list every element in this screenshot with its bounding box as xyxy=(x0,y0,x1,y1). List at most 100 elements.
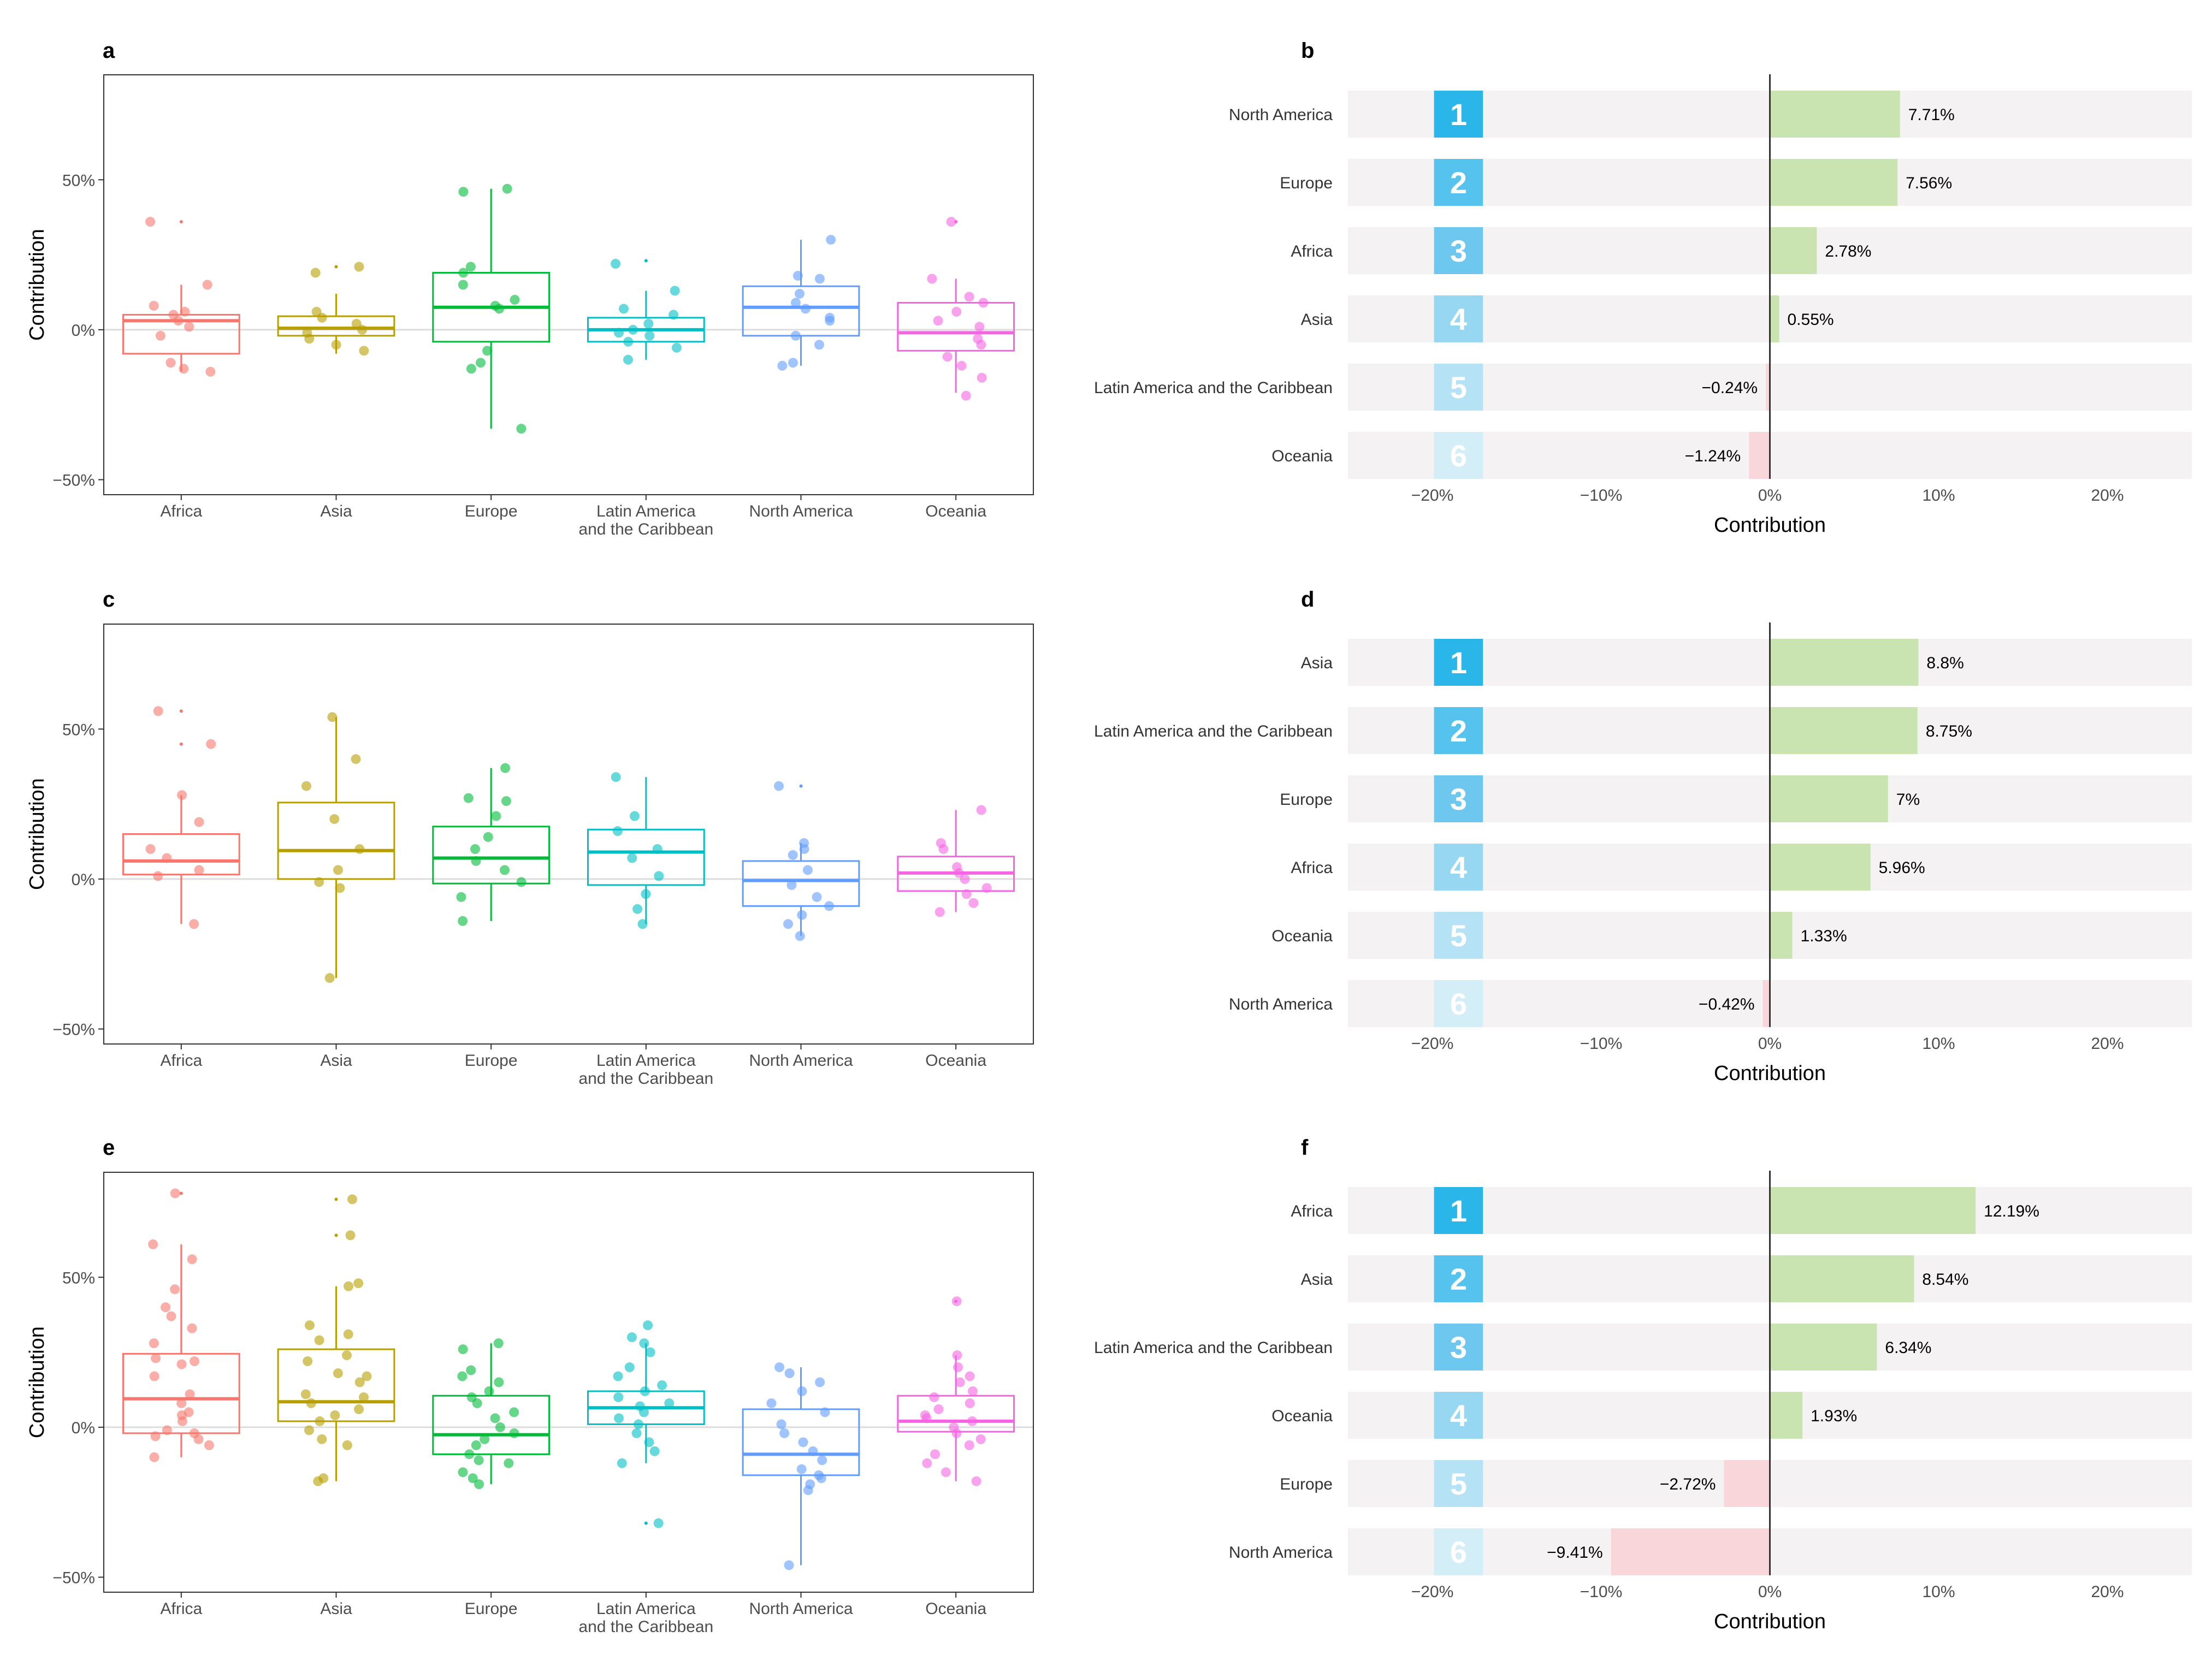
data-point xyxy=(941,1467,951,1478)
panel-border xyxy=(103,1172,1034,1593)
data-point xyxy=(474,1479,484,1490)
data-point xyxy=(798,1437,808,1447)
rank-badge xyxy=(1434,707,1483,754)
data-point xyxy=(190,1356,200,1367)
category-label: Africa xyxy=(1291,1202,1333,1220)
data-point xyxy=(817,1455,827,1466)
bar-value-label: 8.54% xyxy=(1922,1271,1968,1289)
rank-badge xyxy=(1434,1255,1483,1302)
data-point xyxy=(955,1377,965,1387)
panel-label: b xyxy=(1301,39,1314,63)
bar-value-label: −0.24% xyxy=(1701,379,1758,397)
bar-row: 6 −0.42% North America xyxy=(1229,980,2192,1027)
data-point xyxy=(301,781,311,791)
data-point xyxy=(468,1473,478,1484)
x-tick-label: −10% xyxy=(1580,1035,1623,1053)
data-point xyxy=(933,1404,944,1414)
box-iqr xyxy=(277,315,395,337)
rank-badge xyxy=(1434,295,1483,342)
data-point xyxy=(324,973,335,983)
rank-number: 2 xyxy=(1450,1262,1467,1296)
data-point xyxy=(921,1413,932,1423)
x-tick-label: Asia xyxy=(320,1600,352,1618)
data-point xyxy=(976,340,986,350)
x-tick-label: Oceania xyxy=(925,1600,986,1618)
data-point xyxy=(784,1368,795,1379)
data-point xyxy=(935,907,945,917)
bar xyxy=(1770,912,1793,959)
rank-badge xyxy=(1434,159,1483,206)
box-latin-america-and-the-caribbean xyxy=(587,259,705,365)
data-point xyxy=(922,1458,932,1468)
data-point xyxy=(946,217,956,227)
data-point xyxy=(951,306,962,317)
panel-a: a −50% 0% 50% Contribution Africa Asia Europe La… xyxy=(26,39,1034,538)
data-point xyxy=(347,1194,357,1205)
bar-row: 1 8.8% Asia xyxy=(1301,639,2192,686)
data-point xyxy=(474,1455,484,1466)
box-iqr xyxy=(122,1352,240,1434)
x-tick-label: 20% xyxy=(2091,487,2124,505)
rank-number: 5 xyxy=(1450,918,1467,953)
data-point xyxy=(795,931,805,941)
data-point xyxy=(797,910,807,920)
rank-number: 5 xyxy=(1450,370,1467,405)
data-point xyxy=(470,844,480,854)
data-point xyxy=(820,1407,830,1417)
bar-value-label: 0.55% xyxy=(1787,311,1834,329)
category-label: Africa xyxy=(1291,859,1333,877)
data-point xyxy=(938,844,949,854)
data-point xyxy=(933,316,943,326)
data-point xyxy=(509,1407,519,1417)
bar-row: 4 1.93% Oceania xyxy=(1271,1392,2192,1439)
data-point xyxy=(458,280,468,290)
y-tick-label: −50% xyxy=(52,1569,95,1587)
box-north-america xyxy=(742,1362,860,1570)
data-point xyxy=(153,706,163,716)
data-point xyxy=(766,1398,777,1408)
x-tick-label: −10% xyxy=(1580,1583,1623,1601)
box-latin-america-and-the-caribbean xyxy=(587,772,705,929)
data-point xyxy=(644,330,655,341)
bar-row: 4 0.55% Asia xyxy=(1301,295,2192,342)
x-axis-title: Contribution xyxy=(1714,514,1826,537)
outlier-mark xyxy=(179,1191,183,1195)
data-point xyxy=(176,1359,187,1369)
data-point xyxy=(494,1377,504,1387)
data-point xyxy=(670,286,680,296)
rank-number: 1 xyxy=(1450,97,1467,132)
data-point xyxy=(671,342,682,353)
data-point xyxy=(155,330,165,341)
box-asia xyxy=(277,262,395,356)
rank-number: 1 xyxy=(1450,1194,1467,1228)
bar-value-label: 1.33% xyxy=(1801,927,1847,945)
data-point xyxy=(465,262,476,272)
data-point xyxy=(653,1518,664,1528)
data-point xyxy=(327,712,338,722)
data-point xyxy=(664,1398,675,1408)
rank-number: 4 xyxy=(1450,302,1467,336)
data-point xyxy=(669,310,679,320)
x-tick-label: Europe xyxy=(465,1052,518,1070)
box-iqr xyxy=(432,826,551,885)
rank-number: 1 xyxy=(1450,645,1467,680)
panel-label: e xyxy=(103,1136,115,1160)
data-point xyxy=(783,919,793,929)
data-point xyxy=(611,772,621,782)
bar-row: 3 6.34% Latin America and the Caribbean xyxy=(1094,1324,2192,1371)
bar-value-label: 6.34% xyxy=(1885,1339,1931,1357)
data-point xyxy=(354,844,365,854)
x-tick-label: 20% xyxy=(2091,1583,2124,1601)
data-point xyxy=(968,898,979,908)
data-point xyxy=(185,1389,195,1399)
y-axis-title: Contribution xyxy=(26,229,49,341)
data-point xyxy=(516,424,527,434)
data-point xyxy=(964,1440,974,1450)
data-point xyxy=(956,360,967,371)
data-point xyxy=(774,781,784,791)
data-point xyxy=(162,853,172,863)
data-point xyxy=(826,235,836,245)
data-point xyxy=(654,871,664,881)
data-point xyxy=(800,304,811,314)
data-point xyxy=(306,1398,316,1408)
